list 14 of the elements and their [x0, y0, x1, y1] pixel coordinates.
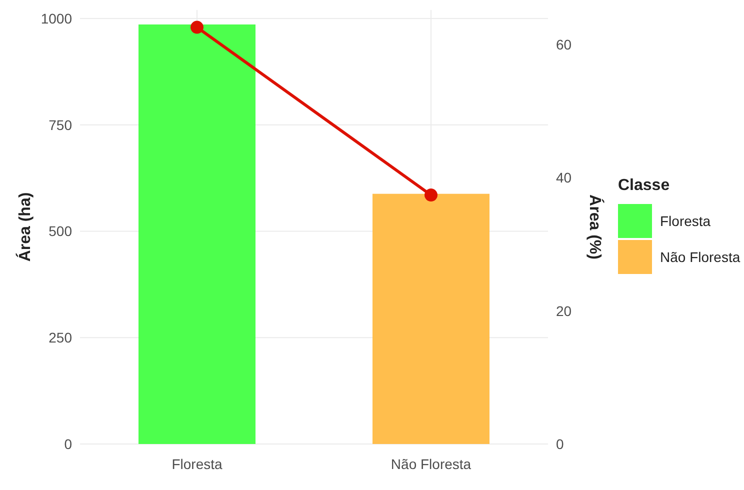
- y2-tick-label: 20: [556, 302, 572, 319]
- legend-title: Classe: [618, 177, 670, 194]
- y2-tick-label: 0: [556, 436, 564, 452]
- y2-tick-label: 40: [556, 170, 572, 186]
- y-tick-label: 250: [48, 330, 72, 346]
- y-axis-title: Área (ha): [15, 192, 34, 262]
- text: Floresta: [660, 212, 711, 229]
- y-tick-label: 1000: [40, 10, 72, 26]
- y2-tick-label: 60: [556, 36, 572, 53]
- text: Não Floresta: [660, 248, 740, 265]
- y-tick-label: 0: [64, 436, 72, 452]
- y-tick-label: 500: [48, 223, 72, 240]
- y2-axis-title: Área (%): [586, 194, 605, 260]
- y-tick-label: 750: [48, 116, 72, 133]
